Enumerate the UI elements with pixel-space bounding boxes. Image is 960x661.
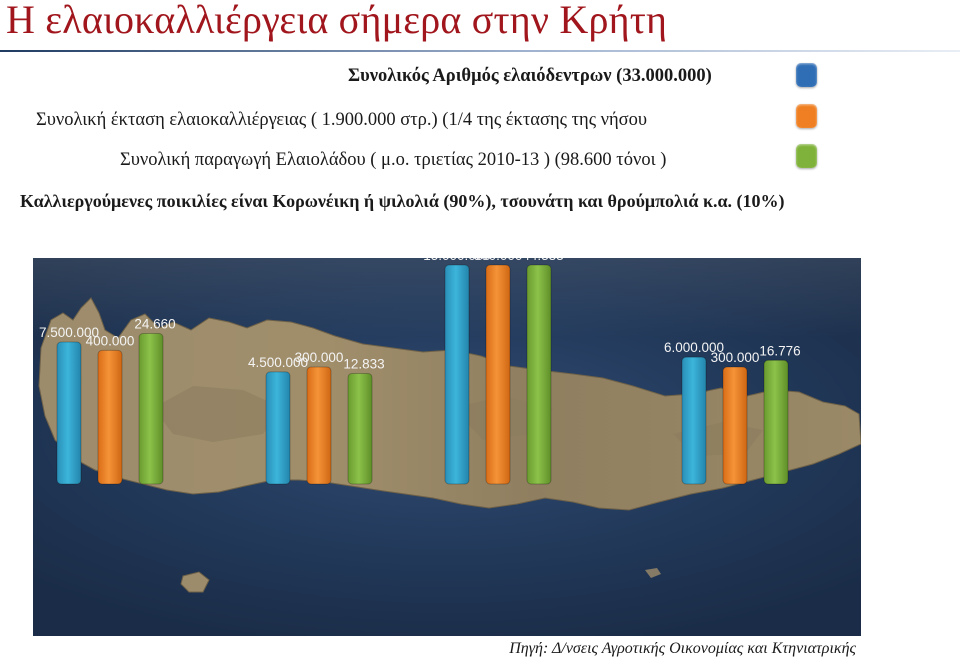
legend-chip-trees <box>796 63 817 87</box>
bar-production-4 <box>763 359 789 485</box>
bar-production-2 <box>347 372 373 485</box>
bar-trees-1 <box>56 341 82 485</box>
value-label-production-1: 24.660 <box>134 317 175 332</box>
legend-label-trees: Συνολικός Αριθμός ελαιόδεντρων (33.000.0… <box>348 66 712 86</box>
bar-production-3 <box>526 264 552 485</box>
bar-trees-3 <box>444 264 470 485</box>
bar-production-1 <box>138 333 164 485</box>
varieties-description: Καλλιεργούμενες ποικιλίες είναι Κορωνέικ… <box>20 191 785 211</box>
value-label-area-2: 300.000 <box>295 350 344 365</box>
bar-area-2 <box>306 366 332 485</box>
title-underline <box>0 50 960 52</box>
value-label-trees-2: 4.500.000 <box>248 355 308 370</box>
islet-gavdos <box>180 571 210 593</box>
legend-label-area: Συνολική έκταση ελαιοκαλλιέργειας ( 1.90… <box>36 110 648 130</box>
value-label-trees-1: 7.500.000 <box>39 325 99 340</box>
chart-bars <box>56 264 789 485</box>
value-label-production-2: 12.833 <box>343 356 384 371</box>
value-label-area-4: 300.000 <box>711 350 760 365</box>
source-note: Πηγή: Δ/νσεις Αγροτικής Οικονομίας και Κ… <box>509 640 856 657</box>
bar-area-4 <box>722 366 748 485</box>
page-title: Η ελαιοκαλλιέργεια σήμερα στην Κρήτη <box>6 0 668 42</box>
islet-east <box>645 568 661 578</box>
value-label-area-3: 900.000 <box>474 258 523 263</box>
bar-area-1 <box>97 349 123 485</box>
value-label-production-4: 16.776 <box>759 343 800 358</box>
value-label-trees-3: 15.000.000 <box>423 258 491 263</box>
value-label-production-3: 44.333 <box>522 258 563 263</box>
value-label-area-1: 400.000 <box>86 333 135 348</box>
legend-chip-area <box>796 104 817 128</box>
legend-chip-production <box>796 144 817 168</box>
bar-area-3 <box>485 264 511 485</box>
bar-trees-4 <box>681 356 707 485</box>
crete-map-chart: 7.500.000 400.000 24.660 4.500.000 300.000 12… <box>33 258 861 636</box>
value-label-trees-4: 6.000.000 <box>664 340 724 355</box>
bar-trees-2 <box>265 371 291 485</box>
legend-label-production: Συνολική παραγωγή Ελαιολάδου ( μ.ο. τριε… <box>120 150 667 170</box>
